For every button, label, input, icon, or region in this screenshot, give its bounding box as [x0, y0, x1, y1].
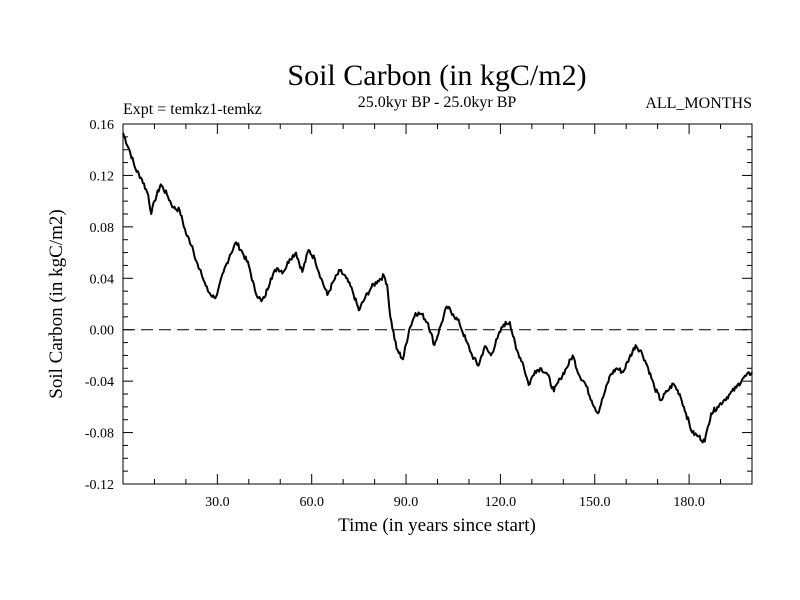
x-tick-label: 90.0 — [394, 495, 419, 510]
x-tick-label: 60.0 — [299, 495, 324, 510]
y-tick-label: 0.00 — [90, 324, 115, 339]
y-tick-label: -0.12 — [85, 478, 114, 493]
x-axis-label: Time (in years since start) — [338, 515, 536, 536]
x-axis: 30.0 60.0 90.0 120.0 150.0 180.0 — [153, 124, 722, 510]
chart-title: Soil Carbon (in kgC/m2) — [287, 59, 586, 92]
y-tick-label: 0.04 — [90, 272, 115, 287]
y-tick-label: -0.08 — [85, 427, 114, 442]
x-tick-label: 120.0 — [485, 495, 517, 510]
x-tick-label: 30.0 — [205, 495, 230, 510]
series-line-soil-carbon — [122, 132, 753, 444]
x-tick-label: 180.0 — [673, 495, 705, 510]
period-label: 25.0kyr BP - 25.0kyr BP — [358, 94, 517, 111]
y-tick-label: 0.12 — [90, 169, 115, 184]
y-tick-label: 0.16 — [90, 118, 115, 133]
experiment-label: Expt = temkz1-temkz — [123, 101, 262, 118]
x-tick-label: 150.0 — [579, 495, 611, 510]
y-axis: -0.12 -0.08 -0.04 0.00 0.04 0.08 0.12 0.16 — [85, 118, 752, 493]
plot-frame — [122, 123, 753, 485]
y-axis-label: Soil Carbon (in kgC/m2) — [46, 209, 67, 398]
y-tick-label: -0.04 — [85, 375, 114, 390]
months-label: ALL_MONTHS — [645, 95, 752, 112]
plot-area: 30.0 60.0 90.0 120.0 150.0 180.0 -0.12-0.08-0… — [85, 118, 753, 510]
y-tick-label: 0.08 — [90, 221, 115, 236]
